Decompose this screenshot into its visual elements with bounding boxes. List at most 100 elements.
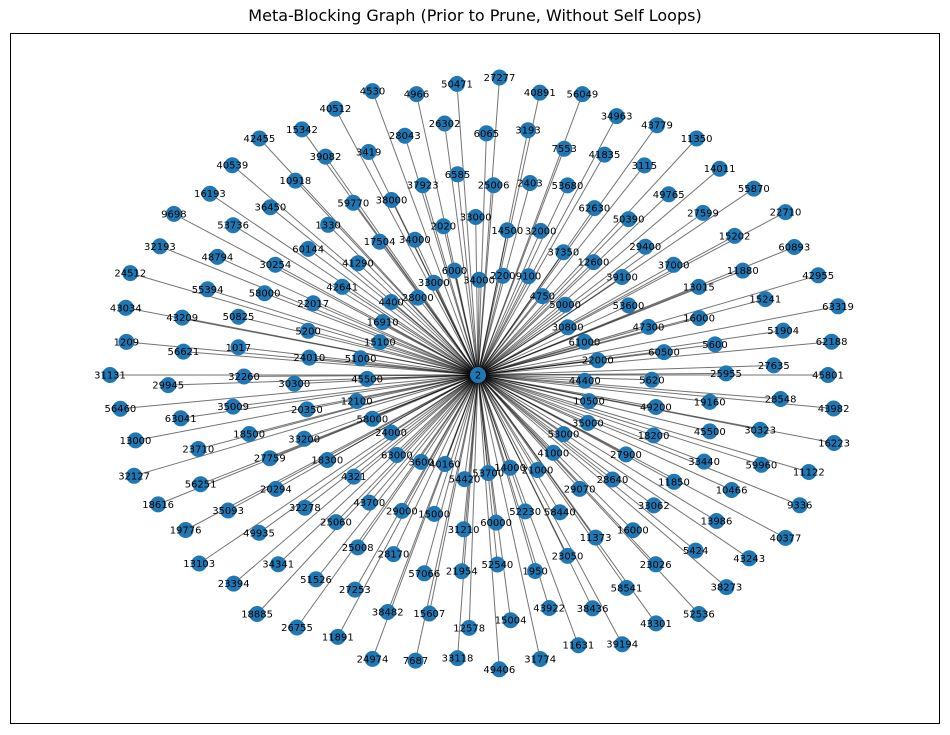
- node-label: 14000: [494, 463, 526, 474]
- graph-node: [531, 84, 548, 101]
- graph-node: [574, 86, 591, 103]
- graph-node: [150, 496, 167, 513]
- graph-node: [584, 600, 601, 617]
- graph-node: [160, 377, 177, 394]
- node-label: 32127: [118, 471, 150, 482]
- node-label: 32193: [144, 242, 176, 253]
- graph-node: [559, 177, 576, 194]
- graph-node: [604, 471, 621, 488]
- node-label: 19776: [170, 526, 202, 537]
- graph-node: [177, 522, 194, 538]
- node-label: 25008: [342, 543, 374, 554]
- graph-node: [305, 295, 322, 312]
- graph-node: [551, 504, 568, 521]
- graph-edge: [477, 374, 613, 480]
- graph-edge: [477, 165, 645, 376]
- node-label: 25955: [710, 369, 742, 380]
- graph-node: [371, 334, 388, 351]
- node-label: 15607: [413, 609, 445, 620]
- graph-edge: [120, 374, 479, 410]
- graph-node: [190, 441, 207, 457]
- graph-node: [527, 563, 544, 579]
- plot-frame: [10, 33, 940, 724]
- graph-node: [294, 121, 310, 138]
- graph-node: [555, 244, 572, 261]
- node-label: 18300: [311, 456, 343, 467]
- node-label: 3115: [632, 161, 657, 172]
- graph-node: [328, 514, 344, 531]
- node-label: 58440: [544, 508, 576, 519]
- node-label: 43034: [110, 303, 142, 314]
- graph-node: [480, 465, 497, 481]
- graph-edge: [420, 374, 479, 463]
- node-label: 11350: [681, 134, 713, 145]
- node-label: 4530: [360, 87, 385, 98]
- node-label: 43301: [640, 619, 672, 630]
- graph-node: [791, 497, 808, 514]
- graph-edge: [477, 374, 489, 474]
- node-label: 42955: [802, 271, 834, 282]
- node-label: 62630: [578, 204, 610, 215]
- graph-node: [407, 652, 424, 669]
- graph-node: [596, 146, 613, 163]
- nodes-group: 45801 43982 16223 11122 9336 40377 43243 38273 5…: [94, 69, 854, 678]
- node-label: 34000: [463, 275, 495, 286]
- node-label: 23026: [640, 560, 672, 571]
- graph-node: [348, 393, 365, 409]
- graph-node: [301, 349, 318, 366]
- node-label: 30800: [552, 323, 584, 334]
- node-label: 5600: [702, 340, 727, 351]
- graph-node: [118, 333, 135, 350]
- graph-edge: [232, 224, 479, 376]
- node-label: 6065: [474, 129, 499, 140]
- graph-edge: [477, 304, 566, 376]
- node-label: 16000: [617, 526, 649, 537]
- graph-node: [360, 144, 377, 160]
- node-label: 38482: [372, 608, 404, 619]
- node-label: 30300: [278, 379, 310, 390]
- graph-edge: [270, 206, 479, 376]
- node-label: 49765: [653, 190, 685, 201]
- node-label: 58000: [356, 414, 388, 425]
- node-label: 45500: [694, 427, 726, 438]
- graph-edge: [477, 133, 487, 376]
- graph-node: [317, 148, 334, 165]
- graph-edge: [464, 374, 479, 480]
- node-label: 32260: [228, 372, 260, 383]
- node-label: 33062: [638, 501, 670, 512]
- graph-node: [777, 529, 794, 546]
- node-label: 13986: [701, 517, 733, 528]
- node-label: 28548: [765, 395, 797, 406]
- graph-node: [665, 256, 682, 273]
- node-label: 24000: [375, 428, 407, 439]
- node-label: 34963: [601, 112, 633, 123]
- node-label: 43209: [166, 313, 198, 324]
- node-label: 39100: [606, 273, 638, 284]
- node-label: 40539: [216, 161, 248, 172]
- graph-node: [262, 199, 279, 216]
- graph-node: [112, 400, 129, 417]
- graph-node: [298, 401, 315, 418]
- node-label: 54420: [449, 475, 481, 486]
- graph-edge: [477, 374, 564, 435]
- graph-edge: [428, 374, 479, 614]
- graph-edge: [477, 374, 727, 588]
- node-label: 16193: [194, 189, 226, 200]
- node-label: 24974: [357, 654, 389, 665]
- graph-node: [826, 435, 843, 451]
- graph-edge: [456, 83, 479, 376]
- node-label: 9698: [161, 209, 186, 220]
- graph-edge: [444, 374, 479, 465]
- graph-node: [102, 367, 118, 383]
- graph-node: [820, 367, 836, 383]
- graph-edge: [477, 374, 627, 589]
- node-label: 28640: [597, 475, 629, 486]
- graph-edge: [133, 374, 479, 477]
- node-label: 15342: [286, 125, 318, 136]
- graph-edge: [396, 374, 479, 456]
- node-label: 25006: [478, 181, 510, 192]
- graph-node: [499, 222, 516, 239]
- graph-node: [666, 473, 682, 490]
- graph-node: [830, 298, 846, 315]
- graph-node: [690, 606, 707, 622]
